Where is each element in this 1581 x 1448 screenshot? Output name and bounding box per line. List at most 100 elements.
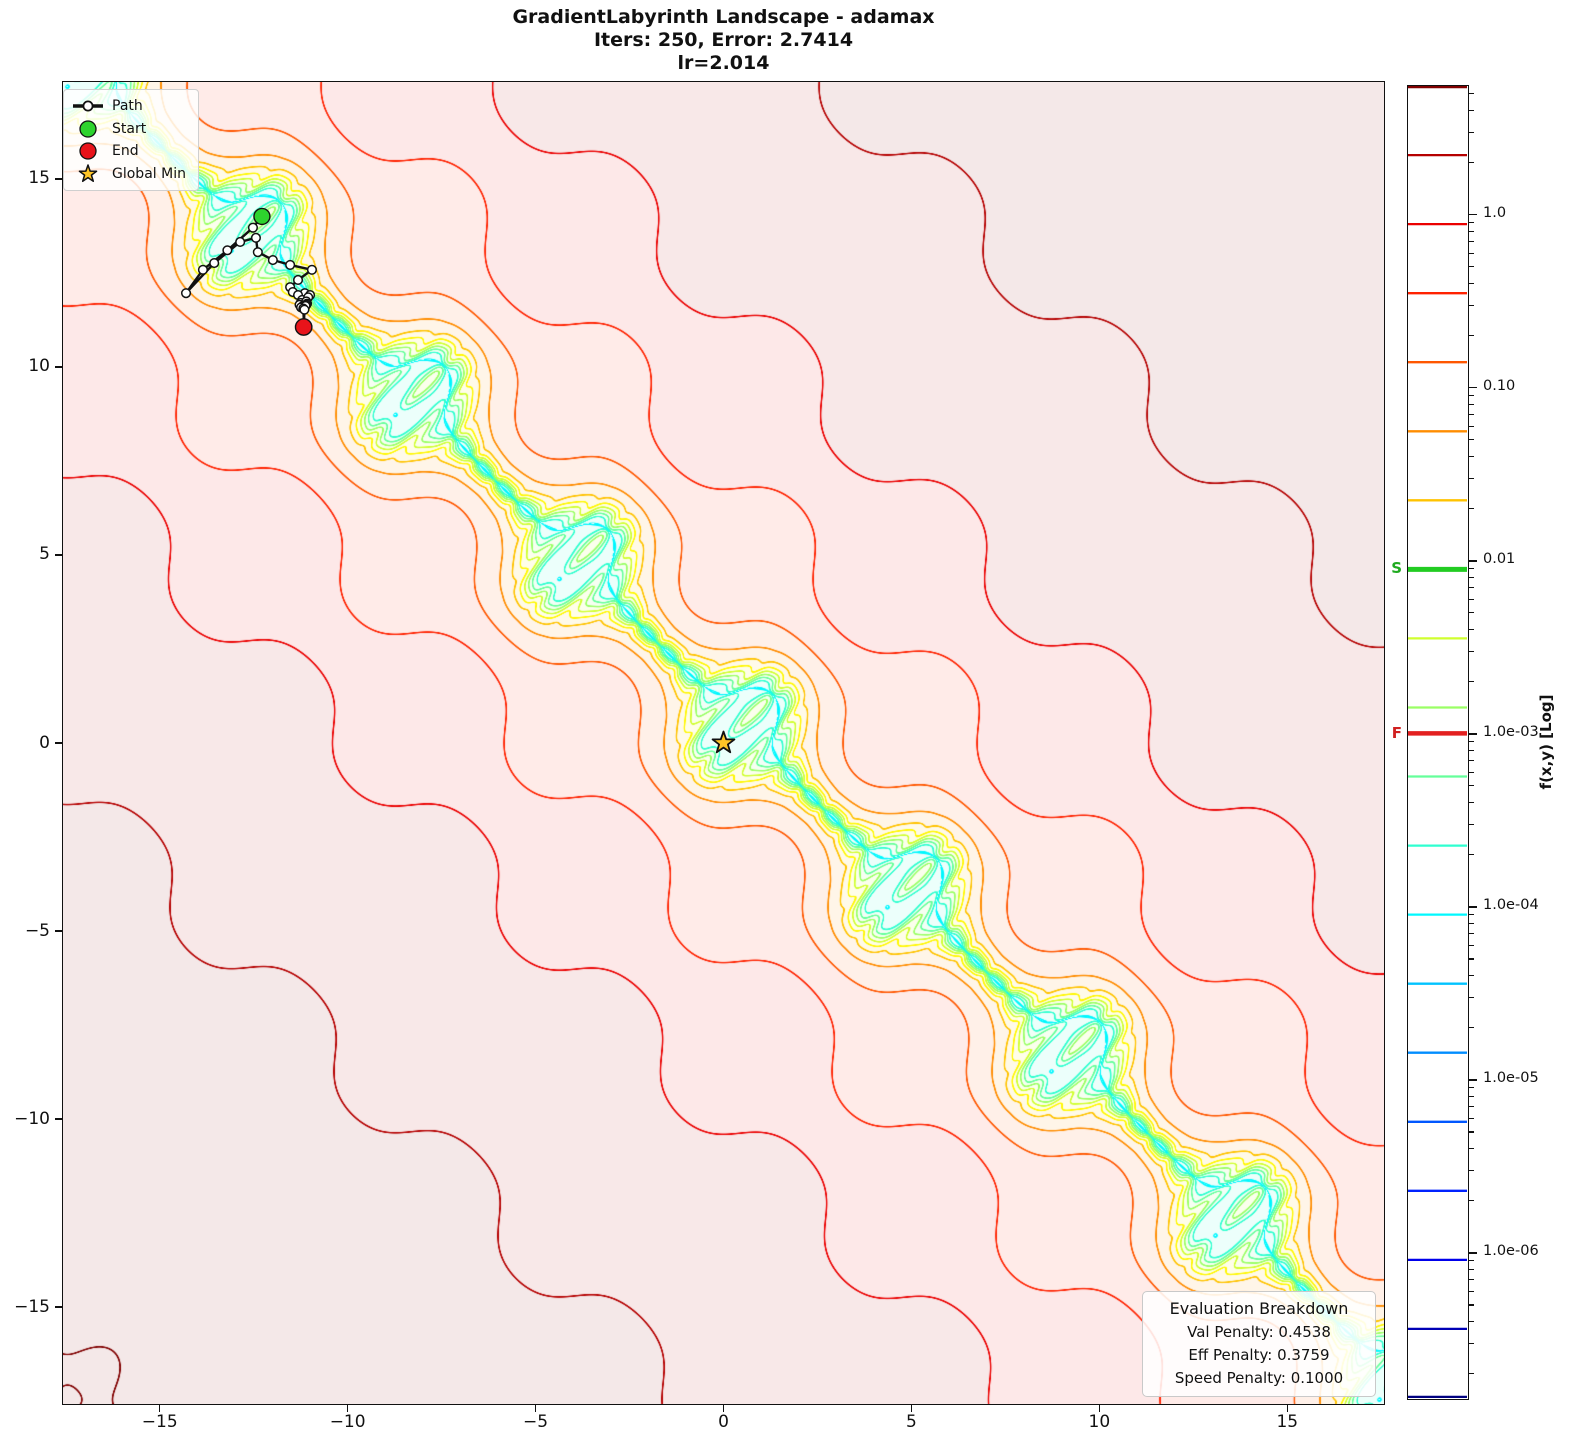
path-point-marker [292, 274, 304, 286]
x-tick-mark [722, 1405, 725, 1412]
path-line-icon [73, 100, 103, 112]
colorbar-minor-tick [1469, 1269, 1474, 1271]
x-tick-mark [346, 1405, 349, 1412]
x-tick-mark [1098, 1405, 1101, 1412]
colorbar-minor-tick [1469, 598, 1474, 600]
legend-label: End [112, 143, 139, 160]
colorbar-minor-tick [1469, 750, 1474, 752]
y-tick-mark [55, 366, 62, 368]
y-tick-mark [55, 1118, 62, 1120]
colorbar-minor-tick [1469, 629, 1474, 631]
eval-line: Eff Penalty: 0.3759 [1188, 1346, 1330, 1364]
path-point-marker [250, 232, 261, 243]
colorbar-minor-tick [1469, 1131, 1474, 1133]
x-tick-mark [534, 1405, 537, 1412]
x-tick-mark [158, 1405, 161, 1412]
chart-title-line1: GradientLabyrinth Landscape - adamax [512, 6, 935, 28]
colorbar-minor-tick [1469, 1087, 1474, 1089]
legend-item-end: End [71, 140, 186, 163]
colorbar-minor-tick [1469, 283, 1474, 285]
path-point-marker [299, 304, 310, 315]
colorbar-minor-tick [1469, 439, 1474, 441]
colorbar-minor-tick [1469, 760, 1474, 762]
colorbar-minor-tick [1469, 1290, 1474, 1292]
colorbar-minor-tick [1469, 1260, 1474, 1262]
colorbar-minor-tick [1469, 477, 1474, 479]
colorbar-minor-tick [1469, 958, 1474, 960]
global-min-star [711, 730, 736, 754]
y-tick-mark [55, 554, 62, 556]
legend-label: Path [112, 98, 143, 115]
legend-item-global-min: Global Min [71, 163, 186, 186]
x-tick-label: 15 [1276, 1412, 1299, 1432]
colorbar [1407, 85, 1469, 1400]
x-tick-label: 10 [1088, 1412, 1111, 1432]
colorbar-minor-tick [1469, 612, 1474, 614]
colorbar-minor-tick [1469, 944, 1474, 946]
y-tick-label: 10 [28, 356, 50, 377]
colorbar-tick-label: 1.0e-04 [1483, 897, 1539, 914]
y-tick-mark [55, 930, 62, 932]
colorbar-minor-tick [1469, 395, 1474, 397]
colorbar-minor-tick [1469, 1169, 1474, 1171]
colorbar-tick-label: 0.10 [1483, 378, 1516, 395]
end-dot-icon [79, 142, 97, 160]
chart-title-line2: Iters: 250, Error: 2.7414 [593, 29, 854, 51]
colorbar-minor-tick [1469, 923, 1474, 925]
colorbar-minor-tick [1469, 162, 1474, 164]
y-tick-label: 15 [28, 168, 50, 189]
colorbar-minor-tick [1469, 404, 1474, 406]
colorbar-major-tick [1469, 1079, 1477, 1081]
colorbar-major-tick [1469, 1252, 1477, 1254]
start-dot-icon [79, 120, 97, 138]
colorbar-major-tick [1469, 906, 1477, 908]
y-tick-mark [55, 178, 62, 180]
start-marker [253, 207, 271, 226]
colorbar-minor-tick [1469, 587, 1474, 589]
evaluation-breakdown-title: Evaluation Breakdown [1169, 1299, 1349, 1318]
colorbar-minor-tick [1469, 996, 1474, 998]
x-tick-label: −15 [141, 1412, 178, 1432]
path-point-marker [197, 264, 208, 275]
star-icon [78, 164, 98, 182]
colorbar-minor-tick [1469, 252, 1474, 254]
colorbar-minor-tick [1469, 1027, 1474, 1029]
x-tick-label: −5 [523, 1412, 549, 1432]
colorbar-minor-tick [1469, 1342, 1474, 1344]
colorbar-minor-tick [1469, 425, 1474, 427]
colorbar-major-tick [1469, 560, 1477, 562]
start-value-letter: S [1391, 559, 1402, 578]
legend-label: Start [112, 120, 147, 137]
path-point-marker [285, 259, 296, 270]
colorbar-minor-tick [1469, 230, 1474, 233]
legend-label: Global Min [112, 165, 186, 182]
colorbar-minor-tick [1469, 802, 1474, 804]
colorbar-minor-tick [1469, 508, 1474, 510]
path-point-marker [247, 222, 258, 233]
colorbar-tick-label: 1.0 [1483, 205, 1507, 222]
y-tick-label: −5 [24, 920, 50, 941]
colorbar-minor-tick [1469, 414, 1474, 416]
colorbar-minor-tick [1469, 1304, 1474, 1306]
colorbar-minor-tick [1469, 650, 1474, 652]
x-tick-mark [910, 1405, 913, 1412]
colorbar-tick-label: 1.0e-05 [1483, 1070, 1539, 1087]
colorbar-tick-label: 1.0e-03 [1483, 724, 1539, 741]
y-tick-mark [55, 742, 62, 744]
colorbar-minor-tick [1469, 854, 1474, 856]
colorbar-axis-label: f(x,y) [Log] [1537, 694, 1555, 790]
path-point-marker [222, 245, 233, 256]
colorbar-minor-tick [1469, 131, 1474, 133]
colorbar-minor-tick [1469, 335, 1474, 337]
colorbar-minor-tick [1469, 741, 1474, 743]
path-point-marker [235, 236, 246, 248]
colorbar-minor-tick [1469, 456, 1474, 458]
x-tick-label: 0 [718, 1412, 729, 1432]
colorbar-minor-tick [1469, 1321, 1474, 1323]
colorbar-minor-tick [1469, 241, 1474, 243]
x-tick-label: 5 [906, 1412, 917, 1432]
colorbar-major-tick [1469, 214, 1477, 216]
final-value-letter: F [1391, 723, 1402, 742]
path-point-marker [267, 254, 278, 266]
